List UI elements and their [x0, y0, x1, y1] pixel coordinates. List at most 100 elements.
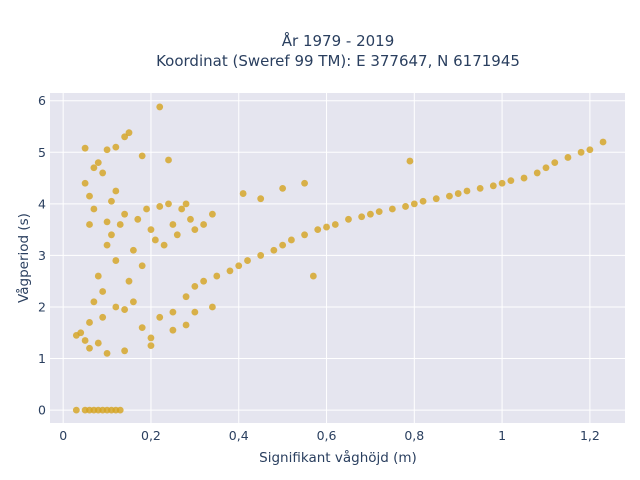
- data-point: [121, 133, 129, 141]
- data-point: [191, 308, 199, 316]
- data-point: [476, 184, 484, 192]
- data-point: [81, 337, 89, 344]
- data-point: [125, 129, 133, 137]
- data-point: [156, 103, 164, 111]
- data-point: [86, 344, 93, 352]
- data-point: [129, 298, 137, 306]
- data-point: [331, 221, 339, 228]
- data-point: [257, 195, 265, 203]
- data-point: [257, 252, 265, 259]
- y-tick-label: 3: [38, 248, 46, 263]
- x-tick-label: 1,2: [580, 428, 600, 443]
- data-point: [191, 282, 199, 290]
- data-point: [301, 179, 308, 187]
- data-point: [279, 184, 287, 192]
- data-point: [182, 321, 190, 329]
- data-point: [121, 347, 129, 355]
- plot-background: [50, 93, 625, 423]
- data-point: [160, 241, 168, 249]
- data-point: [90, 298, 98, 306]
- y-tick-label: 0: [38, 403, 46, 418]
- data-point: [151, 236, 159, 244]
- data-point: [551, 159, 559, 167]
- data-point: [489, 182, 497, 190]
- data-point: [116, 406, 124, 414]
- data-point: [200, 221, 208, 228]
- data-point: [169, 221, 177, 228]
- data-point: [99, 288, 107, 295]
- data-points: [72, 103, 607, 414]
- data-point: [419, 197, 427, 205]
- data-point: [507, 177, 515, 185]
- data-point: [72, 406, 80, 414]
- data-point: [498, 179, 506, 187]
- y-tick-label: 4: [38, 196, 46, 211]
- data-point: [358, 213, 366, 221]
- data-point: [112, 143, 120, 151]
- y-tick-label: 5: [38, 145, 46, 160]
- data-point: [586, 146, 594, 154]
- x-tick-labels: 0 0,2 0,4 0,6 0,8 1 1,2: [59, 428, 600, 443]
- y-tick-labels: 0 1 2 3 4 5 6: [38, 93, 46, 417]
- data-point: [129, 246, 137, 254]
- data-point: [103, 218, 111, 226]
- data-point: [86, 192, 93, 200]
- data-point: [367, 210, 374, 218]
- data-point: [454, 190, 462, 197]
- data-point: [301, 231, 308, 239]
- data-point: [169, 326, 177, 334]
- data-point: [138, 262, 146, 270]
- data-point: [165, 200, 172, 208]
- grid-lines: [50, 93, 625, 423]
- data-point: [156, 313, 164, 321]
- data-point: [213, 272, 221, 280]
- data-point: [542, 164, 550, 172]
- data-point: [99, 169, 107, 177]
- data-point: [564, 154, 572, 161]
- data-point: [410, 200, 418, 208]
- data-point: [90, 205, 98, 213]
- y-tick-label: 1: [38, 351, 46, 366]
- data-point: [165, 156, 172, 164]
- data-point: [147, 226, 155, 234]
- data-point: [112, 303, 120, 311]
- data-point: [112, 187, 120, 195]
- data-point: [375, 208, 383, 215]
- data-point: [388, 205, 396, 213]
- data-point: [178, 205, 186, 213]
- data-point: [108, 231, 115, 239]
- data-point: [244, 257, 251, 264]
- y-axis-title: Vågperiod (s): [15, 213, 32, 303]
- data-point: [121, 306, 129, 313]
- data-point: [533, 169, 541, 177]
- data-point: [279, 241, 287, 249]
- data-point: [147, 334, 155, 342]
- data-point: [103, 146, 111, 154]
- data-point: [138, 324, 146, 332]
- data-point: [270, 246, 278, 254]
- x-tick-label: 0,4: [229, 428, 249, 443]
- data-point: [77, 329, 85, 337]
- data-point: [112, 257, 120, 264]
- data-point: [147, 342, 155, 350]
- data-point: [116, 221, 124, 228]
- data-point: [169, 308, 177, 316]
- data-point: [432, 195, 440, 203]
- x-tick-label: 1: [498, 428, 506, 443]
- chart-title-line-2: Koordinat (Sweref 99 TM): E 377647, N 61…: [156, 52, 520, 70]
- x-tick-label: 0: [59, 428, 67, 443]
- x-axis-title: Signifikant våghöjd (m): [259, 449, 417, 466]
- data-point: [173, 231, 181, 239]
- data-point: [239, 190, 247, 197]
- data-point: [288, 236, 295, 244]
- data-point: [191, 226, 199, 234]
- data-point: [209, 303, 216, 311]
- y-tick-label: 2: [38, 299, 46, 314]
- data-point: [86, 319, 93, 326]
- data-point: [81, 179, 89, 187]
- data-point: [209, 210, 216, 218]
- data-point: [90, 164, 98, 172]
- data-point: [99, 313, 107, 321]
- data-point: [402, 203, 409, 210]
- data-point: [86, 221, 93, 228]
